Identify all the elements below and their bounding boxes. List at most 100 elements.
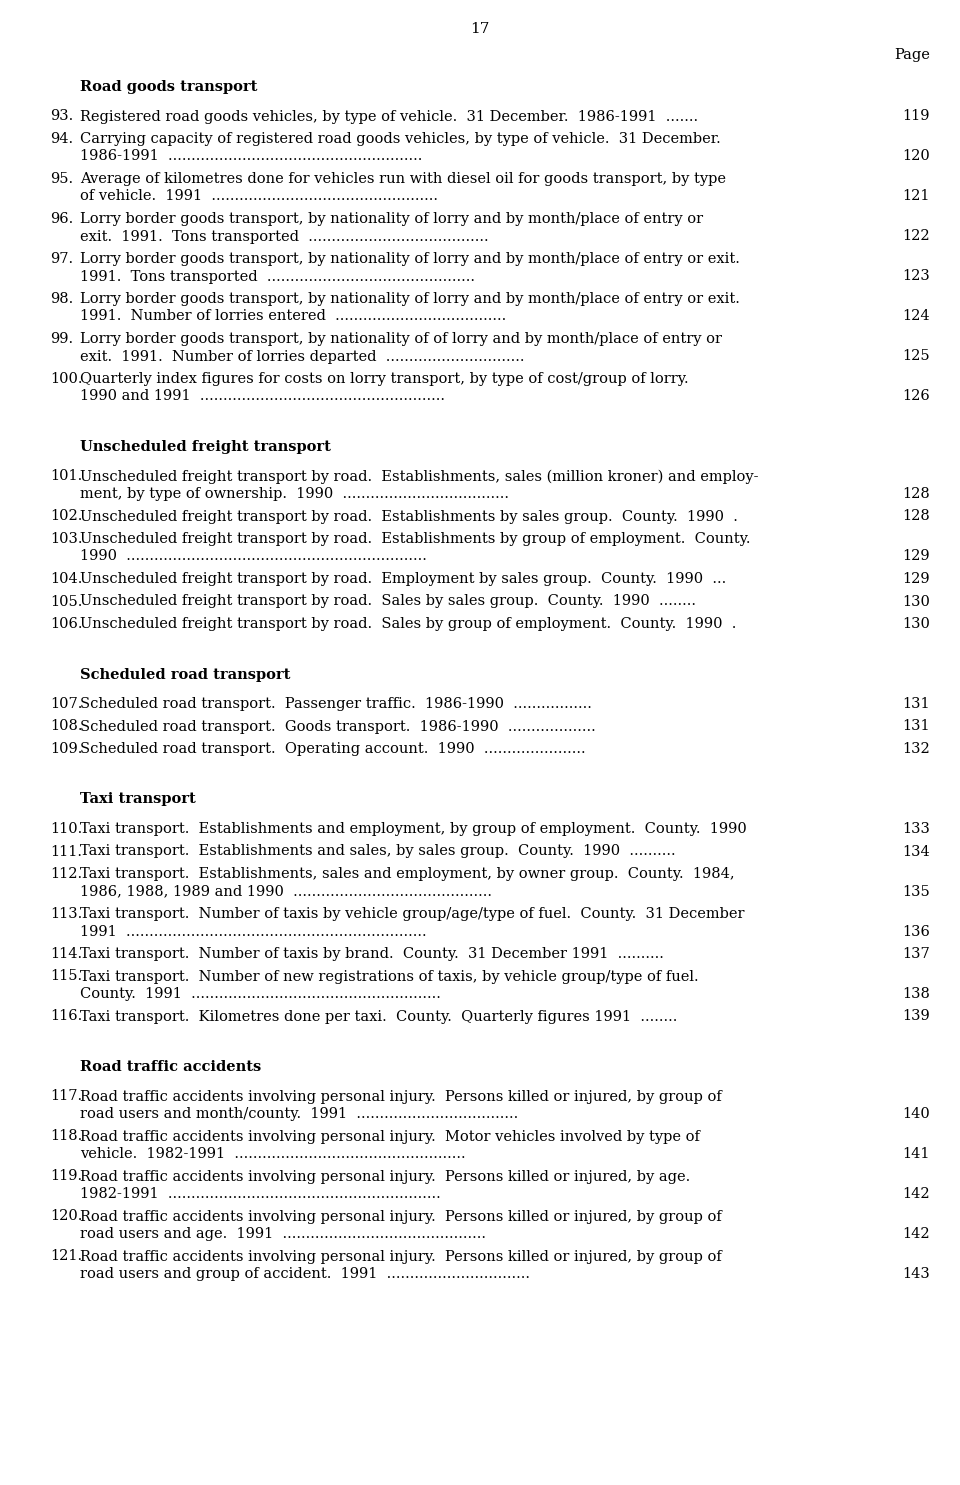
Text: 99.: 99. bbox=[50, 333, 73, 346]
Text: 104.: 104. bbox=[50, 572, 83, 587]
Text: 1990  .................................................................: 1990 ...................................… bbox=[80, 549, 427, 563]
Text: 129: 129 bbox=[902, 549, 930, 563]
Text: Page: Page bbox=[894, 48, 930, 62]
Text: 112.: 112. bbox=[50, 867, 83, 881]
Text: 138: 138 bbox=[902, 988, 930, 1001]
Text: Road goods transport: Road goods transport bbox=[80, 80, 257, 94]
Text: 17: 17 bbox=[470, 22, 490, 36]
Text: Taxi transport.  Kilometres done per taxi.  County.  Quarterly figures 1991  ...: Taxi transport. Kilometres done per taxi… bbox=[80, 1010, 678, 1023]
Text: Carrying capacity of registered road goods vehicles, by type of vehicle.  31 Dec: Carrying capacity of registered road goo… bbox=[80, 132, 721, 146]
Text: 126: 126 bbox=[902, 389, 930, 404]
Text: Taxi transport.  Establishments and employment, by group of employment.  County.: Taxi transport. Establishments and emplo… bbox=[80, 823, 747, 836]
Text: 97.: 97. bbox=[50, 252, 73, 266]
Text: 124: 124 bbox=[902, 309, 930, 324]
Text: 125: 125 bbox=[902, 349, 930, 364]
Text: 119: 119 bbox=[902, 110, 930, 123]
Text: 135: 135 bbox=[902, 885, 930, 898]
Text: Road traffic accidents involving personal injury.  Persons killed or injured, by: Road traffic accidents involving persona… bbox=[80, 1249, 722, 1264]
Text: Lorry border goods transport, by nationality of of lorry and by month/place of e: Lorry border goods transport, by nationa… bbox=[80, 333, 722, 346]
Text: 131: 131 bbox=[902, 720, 930, 734]
Text: 115.: 115. bbox=[50, 970, 83, 983]
Text: 128: 128 bbox=[902, 487, 930, 500]
Text: 114.: 114. bbox=[50, 947, 83, 961]
Text: 94.: 94. bbox=[50, 132, 73, 146]
Text: 141: 141 bbox=[902, 1146, 930, 1161]
Text: Taxi transport.  Number of taxis by vehicle group/age/type of fuel.  County.  31: Taxi transport. Number of taxis by vehic… bbox=[80, 907, 745, 921]
Text: exit.  1991.  Number of lorries departed  ..............................: exit. 1991. Number of lorries departed .… bbox=[80, 349, 524, 364]
Text: Taxi transport.  Establishments and sales, by sales group.  County.  1990  .....: Taxi transport. Establishments and sales… bbox=[80, 845, 676, 858]
Text: 120.: 120. bbox=[50, 1209, 83, 1224]
Text: 120: 120 bbox=[902, 150, 930, 163]
Text: Lorry border goods transport, by nationality of lorry and by month/place of entr: Lorry border goods transport, by nationa… bbox=[80, 212, 703, 226]
Text: 142: 142 bbox=[902, 1187, 930, 1201]
Text: 118.: 118. bbox=[50, 1130, 83, 1143]
Text: road users and month/county.  1991  ...................................: road users and month/county. 1991 ......… bbox=[80, 1106, 518, 1121]
Text: 103.: 103. bbox=[50, 532, 83, 546]
Text: Scheduled road transport: Scheduled road transport bbox=[80, 667, 290, 682]
Text: 134: 134 bbox=[902, 845, 930, 858]
Text: 108.: 108. bbox=[50, 720, 83, 734]
Text: 101.: 101. bbox=[50, 469, 83, 484]
Text: 128: 128 bbox=[902, 509, 930, 524]
Text: 121: 121 bbox=[902, 190, 930, 203]
Text: Road traffic accidents involving personal injury.  Motor vehicles involved by ty: Road traffic accidents involving persona… bbox=[80, 1130, 700, 1143]
Text: 95.: 95. bbox=[50, 172, 73, 186]
Text: Unscheduled freight transport by road.  Sales by sales group.  County.  1990  ..: Unscheduled freight transport by road. S… bbox=[80, 594, 696, 609]
Text: Taxi transport: Taxi transport bbox=[80, 793, 196, 806]
Text: Unscheduled freight transport by road.  Establishments by sales group.  County. : Unscheduled freight transport by road. E… bbox=[80, 509, 738, 524]
Text: 109.: 109. bbox=[50, 742, 83, 756]
Text: 142: 142 bbox=[902, 1227, 930, 1241]
Text: Registered road goods vehicles, by type of vehicle.  31 December.  1986-1991  ..: Registered road goods vehicles, by type … bbox=[80, 110, 698, 123]
Text: Unscheduled freight transport by road.  Establishments by group of employment.  : Unscheduled freight transport by road. E… bbox=[80, 532, 751, 546]
Text: Average of kilometres done for vehicles run with diesel oil for goods transport,: Average of kilometres done for vehicles … bbox=[80, 172, 726, 186]
Text: 129: 129 bbox=[902, 572, 930, 587]
Text: 98.: 98. bbox=[50, 293, 73, 306]
Text: road users and age.  1991  ............................................: road users and age. 1991 ...............… bbox=[80, 1227, 486, 1241]
Text: ment, by type of ownership.  1990  ....................................: ment, by type of ownership. 1990 .......… bbox=[80, 487, 509, 500]
Text: 96.: 96. bbox=[50, 212, 73, 226]
Text: 140: 140 bbox=[902, 1106, 930, 1121]
Text: of vehicle.  1991  .................................................: of vehicle. 1991 .......................… bbox=[80, 190, 438, 203]
Text: 132: 132 bbox=[902, 742, 930, 756]
Text: exit.  1991.  Tons transported  .......................................: exit. 1991. Tons transported ...........… bbox=[80, 230, 489, 244]
Text: 1991.  Number of lorries entered  .....................................: 1991. Number of lorries entered ........… bbox=[80, 309, 506, 324]
Text: 100.: 100. bbox=[50, 373, 83, 386]
Text: Road traffic accidents: Road traffic accidents bbox=[80, 1060, 261, 1074]
Text: Road traffic accidents involving personal injury.  Persons killed or injured, by: Road traffic accidents involving persona… bbox=[80, 1090, 722, 1103]
Text: 107.: 107. bbox=[50, 696, 83, 711]
Text: Lorry border goods transport, by nationality of lorry and by month/place of entr: Lorry border goods transport, by nationa… bbox=[80, 252, 740, 266]
Text: 116.: 116. bbox=[50, 1010, 83, 1023]
Text: 137: 137 bbox=[902, 947, 930, 961]
Text: Unscheduled freight transport by road.  Employment by sales group.  County.  199: Unscheduled freight transport by road. E… bbox=[80, 572, 727, 587]
Text: Scheduled road transport.  Operating account.  1990  ......................: Scheduled road transport. Operating acco… bbox=[80, 742, 586, 756]
Text: 113.: 113. bbox=[50, 907, 83, 921]
Text: 1990 and 1991  .....................................................: 1990 and 1991 ..........................… bbox=[80, 389, 445, 404]
Text: 139: 139 bbox=[902, 1010, 930, 1023]
Text: Road traffic accidents involving personal injury.  Persons killed or injured, by: Road traffic accidents involving persona… bbox=[80, 1170, 690, 1184]
Text: 133: 133 bbox=[902, 823, 930, 836]
Text: 119.: 119. bbox=[50, 1170, 83, 1184]
Text: Scheduled road transport.  Passenger traffic.  1986-1990  .................: Scheduled road transport. Passenger traf… bbox=[80, 696, 592, 711]
Text: 1982-1991  ...........................................................: 1982-1991 ..............................… bbox=[80, 1187, 441, 1201]
Text: 1991  .................................................................: 1991 ...................................… bbox=[80, 925, 426, 939]
Text: vehicle.  1982-1991  ..................................................: vehicle. 1982-1991 .....................… bbox=[80, 1146, 466, 1161]
Text: Scheduled road transport.  Goods transport.  1986-1990  ...................: Scheduled road transport. Goods transpor… bbox=[80, 720, 596, 734]
Text: 105.: 105. bbox=[50, 594, 83, 609]
Text: 122: 122 bbox=[902, 230, 930, 244]
Text: 111.: 111. bbox=[50, 845, 82, 858]
Text: 123: 123 bbox=[902, 269, 930, 284]
Text: Taxi transport.  Number of new registrations of taxis, by vehicle group/type of : Taxi transport. Number of new registrati… bbox=[80, 970, 699, 983]
Text: 143: 143 bbox=[902, 1267, 930, 1282]
Text: road users and group of accident.  1991  ...............................: road users and group of accident. 1991 .… bbox=[80, 1267, 530, 1282]
Text: 121.: 121. bbox=[50, 1249, 83, 1264]
Text: 130: 130 bbox=[902, 594, 930, 609]
Text: Road traffic accidents involving personal injury.  Persons killed or injured, by: Road traffic accidents involving persona… bbox=[80, 1209, 722, 1224]
Text: 102.: 102. bbox=[50, 509, 83, 524]
Text: 131: 131 bbox=[902, 696, 930, 711]
Text: 130: 130 bbox=[902, 616, 930, 631]
Text: 93.: 93. bbox=[50, 110, 73, 123]
Text: 117.: 117. bbox=[50, 1090, 83, 1103]
Text: Taxi transport.  Number of taxis by brand.  County.  31 December 1991  .........: Taxi transport. Number of taxis by brand… bbox=[80, 947, 664, 961]
Text: Unscheduled freight transport by road.  Establishments, sales (million kroner) a: Unscheduled freight transport by road. E… bbox=[80, 469, 758, 484]
Text: 1991.  Tons transported  .............................................: 1991. Tons transported .................… bbox=[80, 269, 475, 284]
